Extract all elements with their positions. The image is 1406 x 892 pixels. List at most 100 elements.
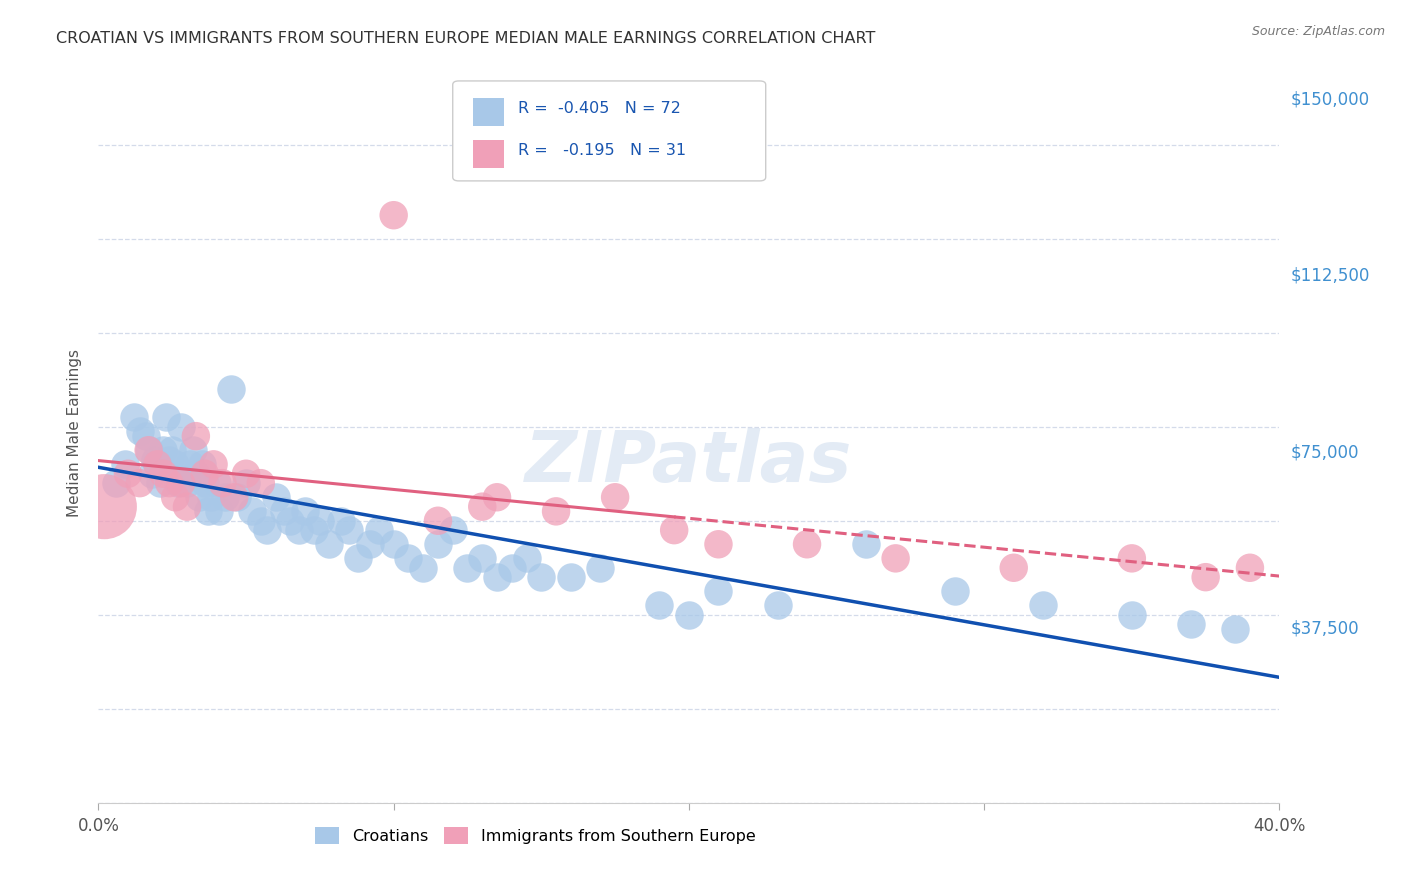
Point: [138, 443, 160, 458]
Point: [162, 443, 183, 458]
Point: [240, 504, 263, 518]
Y-axis label: Median Male Earnings: Median Male Earnings: [67, 349, 83, 516]
Point: [516, 551, 538, 566]
Point: [202, 458, 225, 472]
Point: [1195, 570, 1218, 584]
Point: [486, 490, 509, 504]
Point: [152, 467, 174, 481]
Point: [294, 504, 316, 518]
Text: CROATIAN VS IMMIGRANTS FROM SOUTHERN EUROPE MEDIAN MALE EARNINGS CORRELATION CHA: CROATIAN VS IMMIGRANTS FROM SOUTHERN EUR…: [56, 31, 876, 46]
Point: [530, 570, 553, 584]
Point: [560, 570, 582, 584]
Point: [605, 490, 627, 504]
Point: [250, 514, 273, 528]
Point: [648, 599, 671, 613]
Point: [143, 452, 166, 467]
Point: [347, 551, 370, 566]
Point: [191, 458, 214, 472]
Point: [943, 584, 966, 599]
Point: [368, 523, 391, 537]
Point: [441, 523, 464, 537]
Point: [128, 425, 150, 439]
Point: [221, 382, 243, 396]
Point: [128, 476, 150, 491]
Point: [138, 443, 160, 458]
Point: [226, 490, 249, 504]
Point: [224, 490, 246, 504]
Point: [214, 490, 236, 504]
Point: [141, 467, 163, 481]
Text: Source: ZipAtlas.com: Source: ZipAtlas.com: [1251, 25, 1385, 38]
Point: [117, 467, 139, 481]
Point: [194, 476, 217, 491]
Point: [122, 410, 145, 425]
Point: [167, 476, 190, 491]
Point: [457, 561, 479, 575]
Point: [796, 537, 818, 551]
Point: [181, 443, 204, 458]
Point: [149, 476, 172, 491]
Point: [165, 490, 187, 504]
Point: [318, 537, 340, 551]
Point: [176, 476, 198, 491]
Point: [146, 458, 169, 472]
Point: [173, 467, 195, 481]
Point: [707, 584, 730, 599]
Point: [501, 561, 523, 575]
Point: [170, 476, 193, 491]
Point: [93, 500, 115, 514]
Point: [329, 514, 352, 528]
Point: [1121, 551, 1143, 566]
Point: [105, 476, 128, 491]
Point: [855, 537, 877, 551]
Point: [205, 476, 228, 491]
Point: [1239, 561, 1261, 575]
Point: [146, 458, 169, 472]
Point: [398, 551, 420, 566]
Point: [264, 490, 287, 504]
Point: [471, 551, 494, 566]
Point: [884, 551, 907, 566]
Text: ZIPatlas: ZIPatlas: [526, 428, 852, 497]
Point: [302, 523, 325, 537]
FancyBboxPatch shape: [472, 140, 503, 168]
Point: [250, 476, 273, 491]
Point: [256, 523, 278, 537]
Text: R =  -0.405   N = 72: R = -0.405 N = 72: [517, 101, 681, 116]
Point: [427, 537, 450, 551]
Point: [280, 514, 302, 528]
Point: [678, 607, 700, 622]
Point: [546, 504, 568, 518]
Legend: Croatians, Immigrants from Southern Europe: Croatians, Immigrants from Southern Euro…: [309, 821, 762, 850]
Point: [235, 476, 257, 491]
Point: [288, 523, 311, 537]
Point: [1032, 599, 1054, 613]
Point: [1225, 622, 1247, 636]
Point: [114, 458, 136, 472]
Point: [211, 476, 233, 491]
Point: [176, 500, 198, 514]
Point: [157, 476, 180, 491]
FancyBboxPatch shape: [472, 98, 503, 127]
Point: [208, 504, 231, 518]
Point: [194, 467, 217, 481]
Point: [152, 443, 174, 458]
Point: [197, 504, 219, 518]
Point: [382, 208, 405, 222]
Point: [135, 429, 157, 443]
Point: [707, 537, 730, 551]
Point: [187, 490, 209, 504]
Point: [664, 523, 686, 537]
Point: [382, 537, 405, 551]
Point: [427, 514, 450, 528]
Text: R =   -0.195   N = 31: R = -0.195 N = 31: [517, 143, 686, 158]
Point: [589, 561, 612, 575]
Point: [339, 523, 361, 537]
Point: [359, 537, 381, 551]
FancyBboxPatch shape: [453, 81, 766, 181]
Point: [179, 458, 201, 472]
Point: [412, 561, 434, 575]
Point: [1180, 617, 1202, 632]
Point: [157, 452, 180, 467]
Point: [184, 467, 207, 481]
